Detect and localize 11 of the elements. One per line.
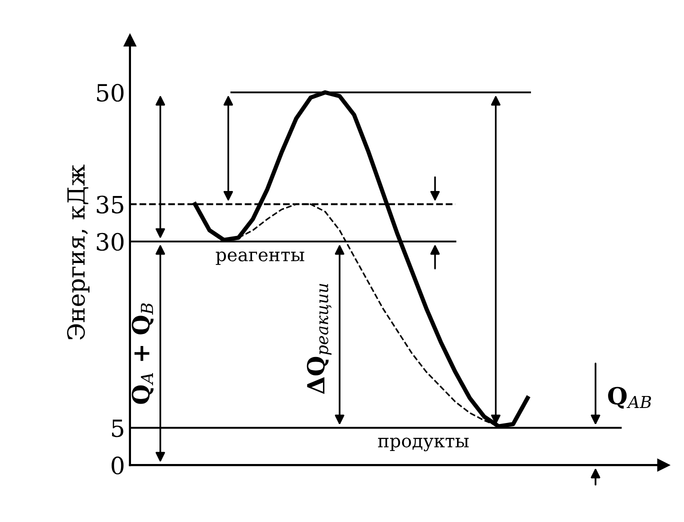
- y-tick-label: 35: [96, 196, 124, 214]
- annotation: ΔQ$_{реакции}$: [306, 284, 332, 394]
- legend-label: реагенты: [216, 252, 304, 265]
- y-axis-title: Энергия, кДж: [67, 164, 90, 340]
- text: Q$_{A}$ + Q$_{B}$: [132, 303, 154, 404]
- y-tick-label: 50: [97, 84, 124, 102]
- text: Q$_{AB}$: [608, 386, 652, 409]
- y-tick-label: 5: [112, 420, 124, 438]
- y-tick-label: 30: [96, 232, 124, 251]
- y-tick-label: 0: [112, 456, 124, 474]
- ref-line-label: продукты: [378, 438, 469, 452]
